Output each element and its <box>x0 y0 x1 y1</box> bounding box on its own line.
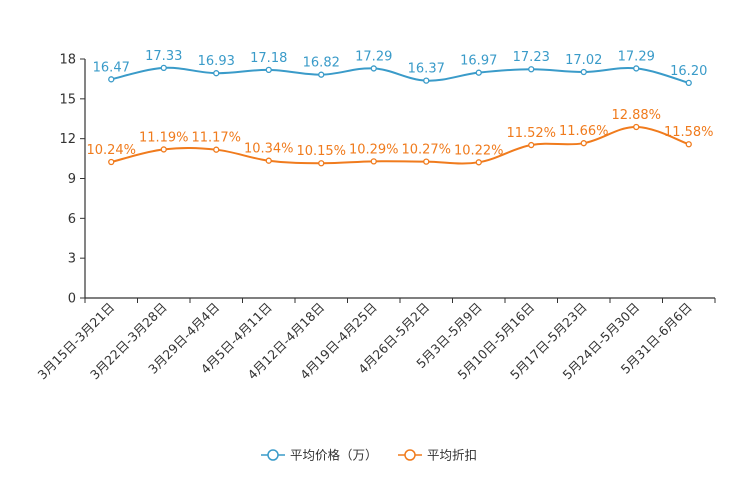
series-0-data-label: 16.20 <box>670 64 707 79</box>
series-0-point[interactable] <box>370 65 377 72</box>
legend-marker-icon <box>267 449 279 461</box>
series-0-point[interactable] <box>580 68 587 76</box>
series-1-data-label: 10.27% <box>401 143 451 158</box>
y-tick-label: 6 <box>68 212 76 227</box>
legend-marker-icon <box>404 449 416 461</box>
series-1-point[interactable] <box>265 157 272 164</box>
series-1-data-label: 11.66% <box>559 124 609 139</box>
axes-layer: 03691215183月15日-3月21日3月22日-3月28日3月29日-4月… <box>34 53 716 382</box>
series-0-data-label: 16.82 <box>303 56 340 71</box>
series-1-data-label: 11.58% <box>664 125 714 140</box>
series-0-data-label: 17.29 <box>618 49 655 64</box>
y-tick-label: 3 <box>68 252 76 267</box>
series-0-point[interactable] <box>475 69 482 76</box>
series-0-point[interactable] <box>318 71 325 78</box>
series-0-point[interactable] <box>423 77 430 84</box>
y-tick-label: 18 <box>59 53 76 68</box>
series-1-data-label: 10.34% <box>244 142 294 157</box>
series-1-point[interactable] <box>580 140 587 147</box>
series-0-point[interactable] <box>160 64 167 72</box>
series-0-data-label: 17.33 <box>145 49 182 64</box>
series-0-data-label: 16.93 <box>198 54 235 69</box>
series-0-data-label: 17.02 <box>565 53 602 68</box>
series-0-data-label: 16.97 <box>460 54 497 69</box>
series-1-point[interactable] <box>213 146 220 153</box>
series-0-point[interactable] <box>213 70 220 77</box>
series-0-data-label: 16.47 <box>93 60 130 75</box>
series-0-data-label: 16.37 <box>408 62 445 77</box>
series-1-data-label: 10.22% <box>454 143 504 158</box>
series-1-point[interactable] <box>633 123 640 131</box>
y-tick-label: 15 <box>59 92 76 107</box>
series-layer <box>108 64 692 167</box>
series-1-point[interactable] <box>528 141 535 149</box>
legend-label: 平均折扣 <box>427 448 477 463</box>
series-0-point[interactable] <box>685 79 692 87</box>
series-line-0 <box>111 66 690 84</box>
series-line-1 <box>111 125 690 165</box>
legend[interactable]: 平均价格（万） 平均折扣 <box>261 448 477 463</box>
data-labels-layer: 16.47 17.33 16.93 17.18 16.82 17.29 16.37 16.97… <box>86 49 713 159</box>
y-tick-label: 12 <box>59 132 76 147</box>
series-1-point[interactable] <box>370 158 377 165</box>
series-1-data-label: 11.19% <box>139 130 189 145</box>
y-tick-label: 0 <box>68 292 76 307</box>
series-0-point[interactable] <box>265 66 272 74</box>
y-tick-label: 9 <box>68 172 76 187</box>
series-1-data-label: 10.24% <box>86 143 136 158</box>
series-1-point[interactable] <box>685 141 692 148</box>
series-0-point[interactable] <box>528 66 535 73</box>
series-0-point[interactable] <box>633 65 640 72</box>
series-1-point[interactable] <box>423 158 430 165</box>
legend-item-1[interactable]: 平均折扣 <box>398 448 477 463</box>
series-0-point[interactable] <box>108 76 115 83</box>
series-1-data-label: 11.17% <box>191 131 241 146</box>
legend-label: 平均价格（万） <box>290 448 378 463</box>
series-1-data-label: 11.52% <box>506 126 556 141</box>
series-1-data-label: 12.88% <box>611 108 661 123</box>
series-0-data-label: 17.18 <box>250 51 287 66</box>
series-0-data-label: 17.29 <box>355 49 392 64</box>
series-1-point[interactable] <box>475 159 482 166</box>
series-1-data-label: 10.29% <box>349 142 399 157</box>
series-1-point[interactable] <box>318 160 325 167</box>
legend-item-0[interactable]: 平均价格（万） <box>261 448 378 463</box>
series-1-point[interactable] <box>160 146 167 153</box>
series-1-data-label: 10.15% <box>296 144 346 159</box>
series-0-data-label: 17.23 <box>513 50 550 65</box>
series-1-point[interactable] <box>108 158 115 166</box>
